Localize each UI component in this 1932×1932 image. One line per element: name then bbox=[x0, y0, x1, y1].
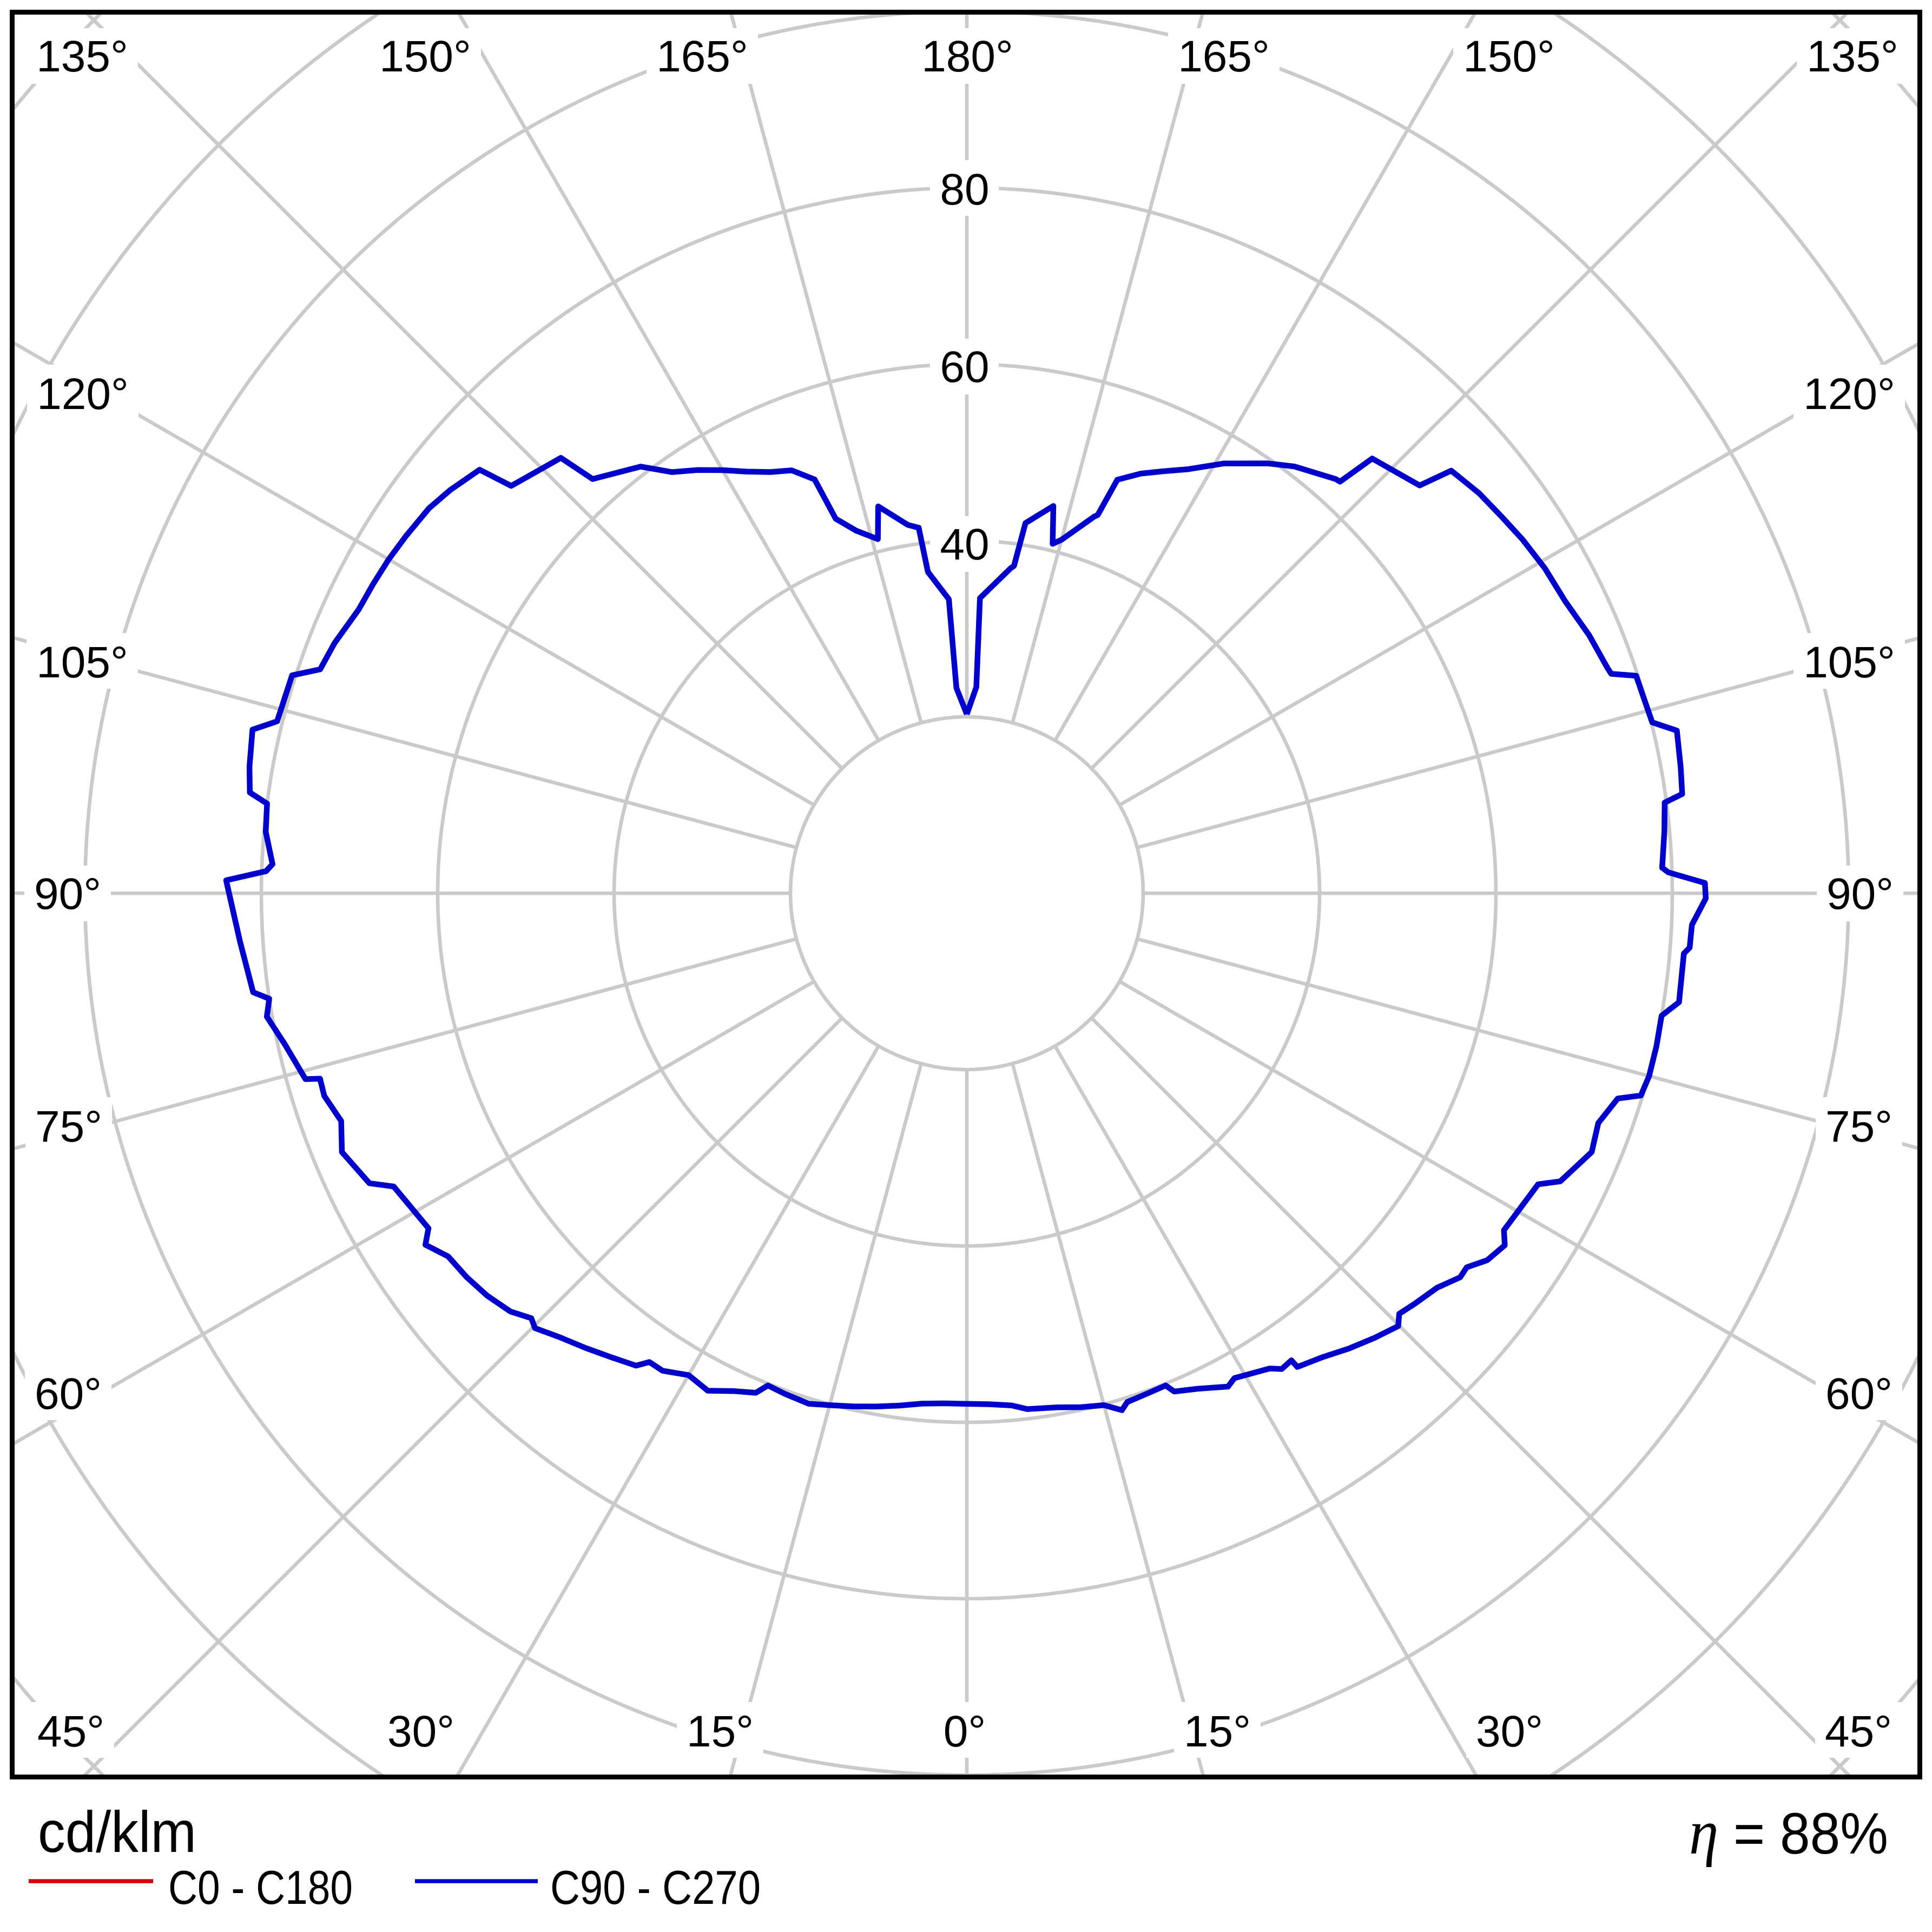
svg-text:15°: 15° bbox=[1184, 1707, 1251, 1756]
svg-text:15°: 15° bbox=[687, 1707, 754, 1756]
svg-text:60°: 60° bbox=[35, 1369, 102, 1419]
svg-text:C90 - C270: C90 - C270 bbox=[550, 1861, 761, 1914]
svg-text:75°: 75° bbox=[1825, 1102, 1893, 1151]
svg-text:150°: 150° bbox=[379, 32, 471, 81]
svg-text:120°: 120° bbox=[37, 370, 129, 419]
svg-text:45°: 45° bbox=[1825, 1707, 1892, 1756]
svg-text:135°: 135° bbox=[1806, 32, 1898, 81]
svg-text:120°: 120° bbox=[1803, 370, 1895, 419]
svg-text:80: 80 bbox=[940, 165, 989, 214]
svg-text:60°: 60° bbox=[1825, 1369, 1893, 1419]
svg-text:30°: 30° bbox=[1476, 1707, 1543, 1756]
svg-text:165°: 165° bbox=[656, 32, 748, 81]
svg-text:75°: 75° bbox=[35, 1102, 102, 1151]
svg-text:cd/klm: cd/klm bbox=[38, 1799, 196, 1864]
svg-text:150°: 150° bbox=[1463, 32, 1555, 81]
svg-text:180°: 180° bbox=[921, 32, 1013, 81]
svg-text:0°: 0° bbox=[944, 1707, 986, 1756]
svg-text:105°: 105° bbox=[1803, 638, 1895, 687]
svg-text:C0 - C180: C0 - C180 bbox=[168, 1861, 353, 1914]
svg-text:40: 40 bbox=[940, 520, 989, 569]
svg-text:30°: 30° bbox=[387, 1707, 454, 1756]
svg-text:90°: 90° bbox=[34, 869, 101, 919]
svg-text:105°: 105° bbox=[36, 638, 128, 687]
svg-text:60: 60 bbox=[940, 342, 989, 392]
svg-text:η = 88%: η = 88% bbox=[1689, 1797, 1888, 1868]
svg-text:90°: 90° bbox=[1827, 869, 1894, 919]
svg-text:165°: 165° bbox=[1178, 32, 1270, 81]
svg-text:135°: 135° bbox=[36, 32, 128, 81]
svg-text:45°: 45° bbox=[37, 1707, 104, 1756]
